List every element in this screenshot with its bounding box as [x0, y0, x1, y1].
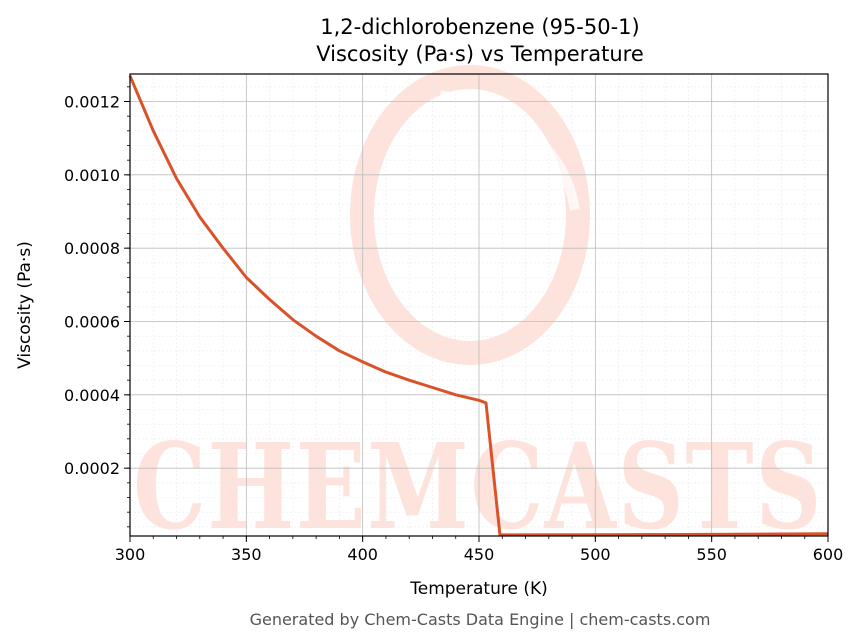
watermark-text: CHEMCASTS: [133, 417, 823, 556]
x-tick-label: 500: [580, 545, 611, 564]
series-layer: [128, 75, 829, 537]
x-tick-label: 550: [696, 545, 727, 564]
watermark-swirl-icon: [350, 65, 590, 365]
x-tick-label: 300: [115, 545, 146, 564]
x-tick-label: 350: [231, 545, 262, 564]
x-axis-label: Temperature (K): [409, 579, 548, 599]
chart-title: 1,2-dichlorobenzene (95-50-1): [320, 15, 639, 39]
x-tick-label: 450: [464, 545, 495, 564]
watermark: CHEMCASTS: [133, 65, 823, 556]
plot-frame: [129, 73, 829, 537]
y-axis-label: Viscosity (Pa·s): [15, 241, 35, 369]
y-tick-label: 0.0002: [64, 459, 120, 478]
y-tick-label: 0.0010: [64, 166, 120, 185]
ticks-layer: 300 350 400 450 500 550 600 0.0002 0.0004 0.0006 0…: [64, 86, 844, 564]
footer-credit: Generated by Chem-Casts Data Engine | ch…: [250, 610, 711, 629]
chart-subtitle: Viscosity (Pa·s) vs Temperature: [316, 42, 644, 66]
y-tick-label: 0.0006: [64, 313, 120, 332]
x-tick-label: 400: [347, 545, 378, 564]
y-tick-label: 0.0012: [64, 93, 120, 112]
y-tick-label: 0.0008: [64, 239, 120, 258]
series-line: [128, 75, 829, 537]
y-tick-label: 0.0004: [64, 386, 120, 405]
x-tick-label: 600: [813, 545, 844, 564]
